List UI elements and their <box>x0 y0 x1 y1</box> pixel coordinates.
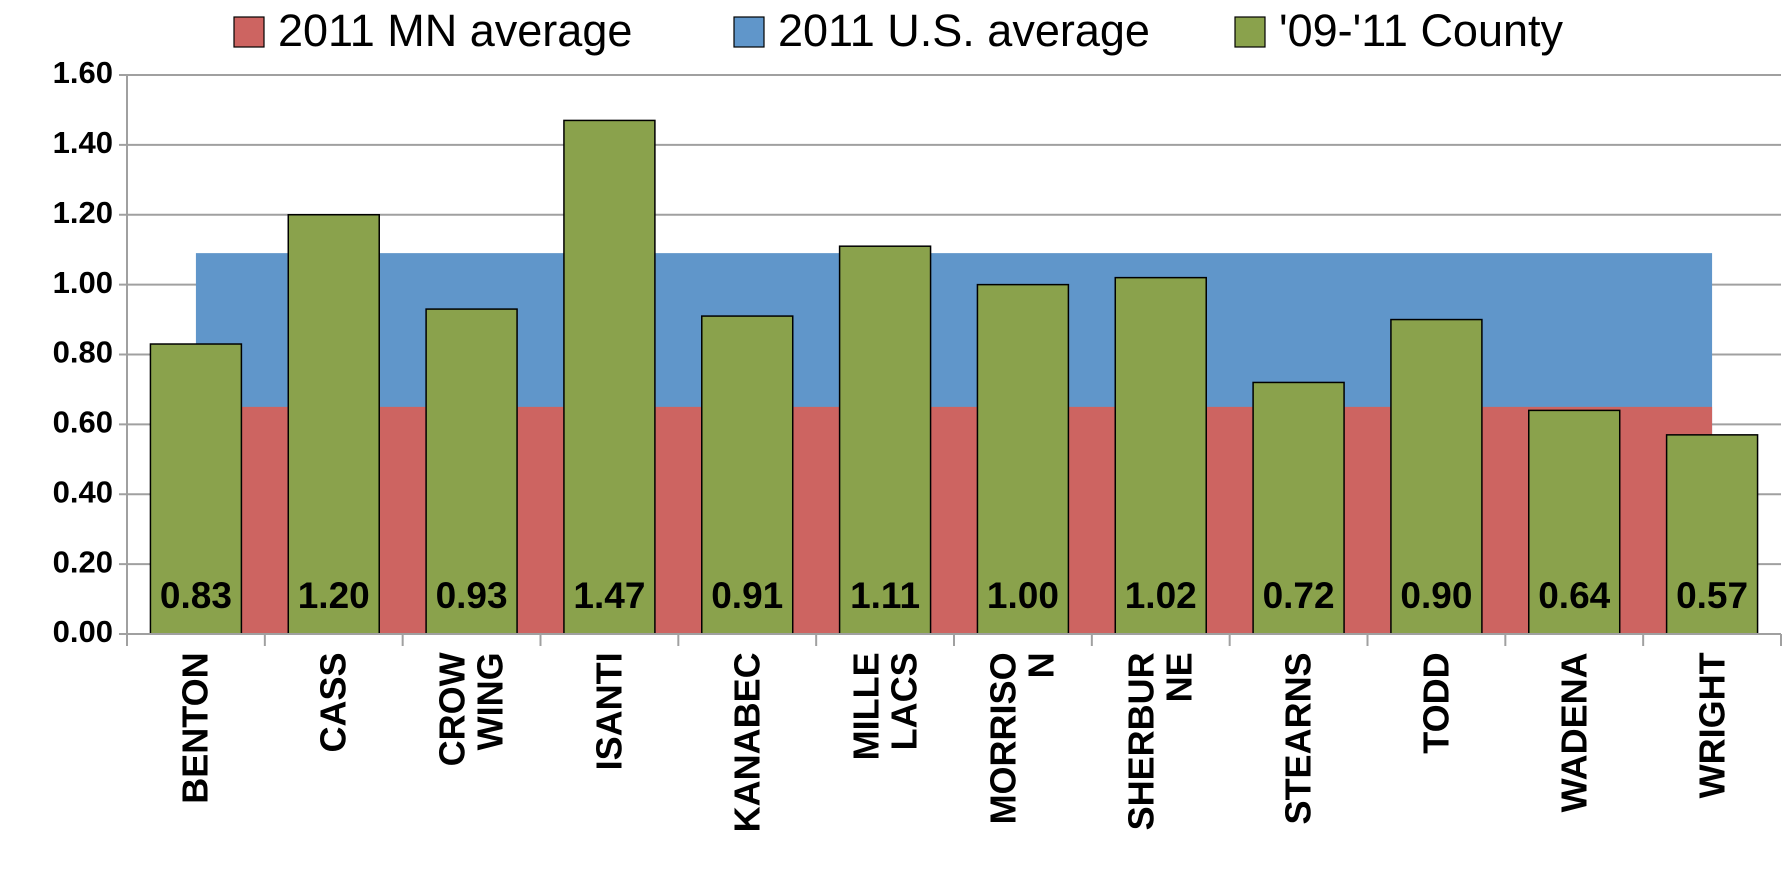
x-tick-label-box: MORRISON <box>954 652 1092 847</box>
x-tick-label-box: CASS <box>265 652 403 847</box>
legend-label: 2011 MN average <box>278 5 632 56</box>
value-label: 0.93 <box>436 575 508 616</box>
x-tick-label-box: STEARNS <box>1230 652 1368 847</box>
x-tick-label: MILLE LACS <box>845 651 925 760</box>
x-tick-label-box: BENTON <box>127 652 265 847</box>
bar <box>1390 318 1483 635</box>
x-tick-label-box: TODD <box>1367 652 1505 847</box>
y-tick-label: 0.20 <box>53 544 113 579</box>
x-tick-label: ISANTI <box>588 651 630 771</box>
x-tick-label: TODD <box>1415 651 1457 754</box>
x-tick-label: CASS <box>312 651 354 753</box>
value-label: 1.00 <box>987 575 1059 616</box>
x-tick-label: SHERBURNE <box>1120 651 1200 831</box>
y-tick-label: 0.60 <box>53 405 113 440</box>
x-tick-label: WRIGHT <box>1691 651 1733 798</box>
x-tick-label: WADENA <box>1553 651 1595 812</box>
x-tick-label-box: WRIGHT <box>1643 652 1781 847</box>
bar <box>149 343 243 635</box>
x-tick-label: CROW WING <box>431 651 511 766</box>
legend-label: 2011 U.S. average <box>778 5 1150 56</box>
y-tick-label: 0.80 <box>53 335 113 370</box>
value-label: 0.83 <box>160 575 232 616</box>
bar <box>838 245 932 635</box>
x-tick-label-box: MILLE LACS <box>816 652 954 847</box>
y-tick-label: 0.40 <box>53 474 113 509</box>
x-tick-label-box: KANABEC <box>678 652 816 847</box>
y-tick-label: 0.00 <box>53 614 113 649</box>
value-label: 0.72 <box>1263 575 1335 616</box>
x-tick-label-box: CROW WING <box>403 652 541 847</box>
bar <box>1252 381 1345 635</box>
bar <box>1528 409 1621 635</box>
legend-swatch <box>1234 16 1266 48</box>
value-label: 1.11 <box>850 575 920 616</box>
value-label: 0.64 <box>1538 575 1610 616</box>
value-label: 0.91 <box>711 575 783 616</box>
value-label: 1.47 <box>573 575 645 616</box>
bar <box>701 315 794 635</box>
legend-swatch <box>733 16 765 48</box>
value-label: 0.90 <box>1400 575 1472 616</box>
x-tick-label-box: SHERBURNE <box>1092 652 1230 847</box>
y-tick-label: 1.20 <box>53 195 113 230</box>
x-tick-label-box: WADENA <box>1505 652 1643 847</box>
x-tick-label: BENTON <box>174 651 216 804</box>
value-label: 1.20 <box>298 575 370 616</box>
area <box>195 406 1713 634</box>
bar <box>287 214 380 635</box>
bar <box>425 308 518 635</box>
bar <box>976 283 1070 635</box>
y-tick-label: 1.40 <box>53 125 113 160</box>
x-tick-label-box: ISANTI <box>540 652 678 847</box>
y-tick-label: 1.60 <box>53 55 113 90</box>
value-label: 1.02 <box>1125 575 1197 616</box>
bar <box>563 119 656 635</box>
x-tick-label: KANABEC <box>726 651 768 832</box>
value-label: 0.57 <box>1676 575 1748 616</box>
legend-swatch <box>233 16 265 48</box>
x-tick-label: STEARNS <box>1277 651 1319 825</box>
legend-label: '09-'11 County <box>1279 5 1564 56</box>
x-tick-label: MORRISON <box>982 651 1062 825</box>
bar <box>1665 434 1759 635</box>
y-tick-label: 1.00 <box>53 265 113 300</box>
